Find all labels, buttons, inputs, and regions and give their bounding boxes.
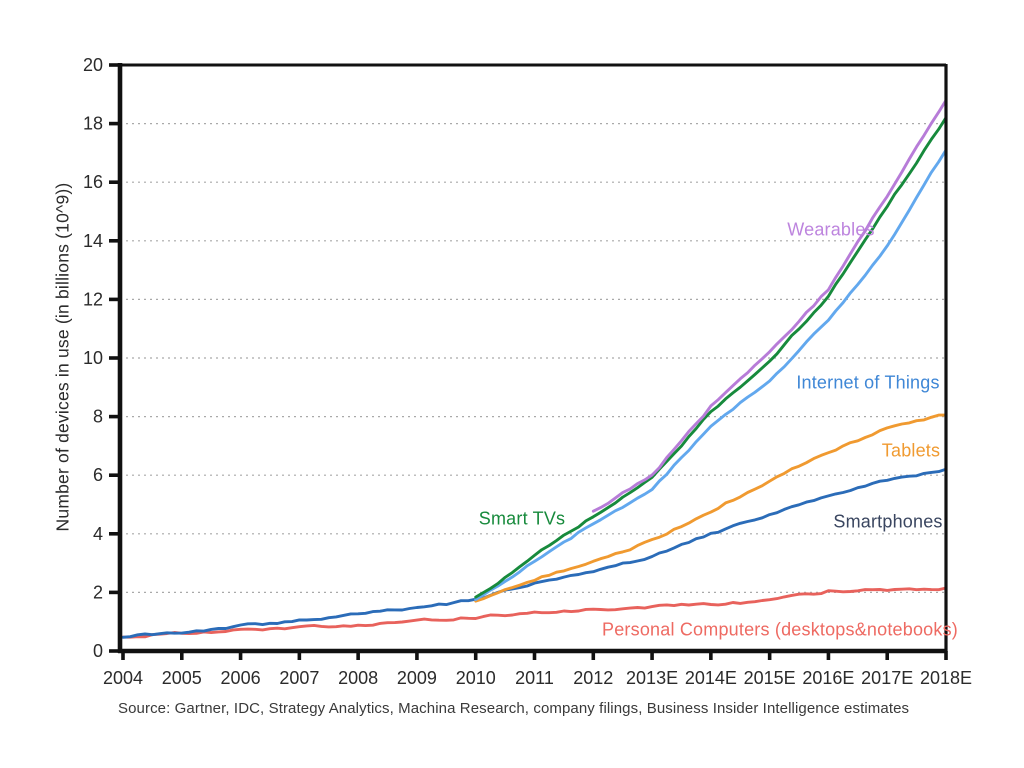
series-label-personal-computers-desktops-notebooks: Personal Computers (desktops&notebooks): [602, 619, 958, 640]
series-label-smart-tvs: Smart TVs: [478, 508, 566, 529]
x-tick-label: 2015E: [744, 668, 796, 688]
x-tick-label: 2016E: [802, 668, 854, 688]
x-tick-label: 2010: [456, 668, 496, 688]
y-tick-label: 18: [83, 114, 103, 134]
x-tick-label: 2013E: [626, 668, 678, 688]
series-label-wearables: Wearables: [787, 219, 875, 240]
y-tick-label: 0: [93, 641, 103, 661]
series-line-wearables: [591, 98, 948, 513]
series-label-internet-of-things: Internet of Things: [796, 372, 940, 393]
series-line-personal-computers-desktops-notebooks: [121, 586, 948, 639]
x-tick-label: 2009: [397, 668, 437, 688]
x-tick-label: 2012: [573, 668, 613, 688]
source-attribution: Source: Gartner, IDC, Strategy Analytics…: [118, 700, 910, 717]
y-tick-label: 8: [93, 407, 103, 427]
series-label-smartphones: Smartphones: [833, 511, 943, 532]
y-tick-label: 10: [83, 348, 103, 368]
series-line-internet-of-things: [474, 148, 948, 601]
series-line-tablets: [474, 413, 948, 603]
x-tick-label: 2014E: [685, 668, 737, 688]
y-tick-label: 2: [93, 582, 103, 602]
y-tick-label: 4: [93, 524, 103, 544]
x-tick-label: 2008: [338, 668, 378, 688]
y-tick-label: 12: [83, 289, 103, 309]
series-line-smartphones: [121, 467, 948, 639]
series-line-smart-tvs: [474, 116, 948, 599]
y-tick-label: 6: [93, 465, 103, 485]
series-label-tablets: Tablets: [881, 440, 941, 461]
x-tick-label: 2005: [162, 668, 202, 688]
y-tick-label: 20: [83, 55, 103, 75]
x-tick-label: 2017E: [861, 668, 913, 688]
x-tick-label: 2004: [103, 668, 143, 688]
x-tick-label: 2011: [515, 668, 554, 688]
x-tick-label: 2018E: [920, 668, 972, 688]
y-tick-label: 14: [83, 231, 103, 251]
x-tick-label: 2006: [221, 668, 261, 688]
y-axis-title: Number of devices in use (in billions (1…: [52, 182, 73, 532]
x-tick-label: 2007: [279, 668, 319, 688]
y-tick-label: 16: [83, 172, 103, 192]
